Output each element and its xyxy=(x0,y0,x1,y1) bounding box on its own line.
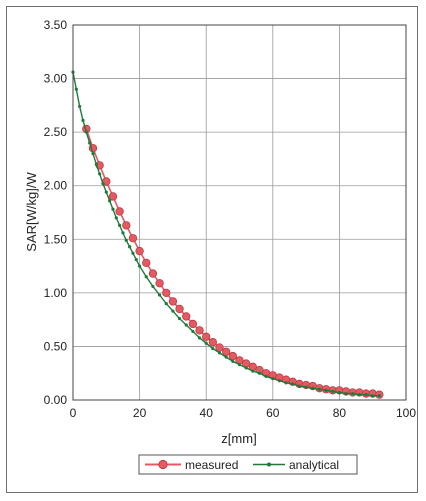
analytical-point xyxy=(285,381,288,384)
x-tick-label: 100 xyxy=(396,406,416,420)
analytical-point xyxy=(91,152,94,155)
analytical-point xyxy=(245,366,248,369)
measured-point xyxy=(202,333,210,341)
analytical-point xyxy=(218,351,221,354)
measured-point xyxy=(209,338,217,346)
measured-point xyxy=(176,305,184,313)
measured-point xyxy=(156,279,164,287)
measured-point xyxy=(189,320,197,328)
analytical-point xyxy=(138,264,141,267)
analytical-point xyxy=(358,393,361,396)
analytical-point xyxy=(131,252,134,255)
analytical-point xyxy=(271,377,274,380)
measured-point xyxy=(169,298,177,306)
analytical-point xyxy=(185,323,188,326)
analytical-point xyxy=(305,386,308,389)
analytical-point xyxy=(95,163,98,166)
analytical-point xyxy=(291,382,294,385)
y-tick-labels: 0.00 0.50 1.00 1.50 2.00 2.50 3.00 3.50 xyxy=(44,18,68,407)
legend: measured analytical xyxy=(139,455,357,474)
analytical-point xyxy=(211,347,214,350)
legend-marker-measured xyxy=(159,460,167,468)
measured-point xyxy=(222,348,230,356)
y-tick-label: 2.00 xyxy=(44,179,68,193)
x-tick-label: 20 xyxy=(133,406,147,420)
x-tick-label: 40 xyxy=(200,406,214,420)
analytical-point xyxy=(205,342,208,345)
legend-marker-analytical xyxy=(267,463,271,467)
analytical-point xyxy=(125,239,128,242)
measured-point xyxy=(216,344,224,352)
x-tick-label: 60 xyxy=(266,406,280,420)
x-tick-label: 80 xyxy=(333,406,347,420)
analytical-point xyxy=(278,379,281,382)
analytical-point xyxy=(318,388,321,391)
analytical-point xyxy=(81,119,84,122)
analytical-point xyxy=(135,258,138,261)
y-tick-label: 2.50 xyxy=(44,125,68,139)
analytical-point xyxy=(151,285,154,288)
analytical-point xyxy=(298,384,301,387)
analytical-point xyxy=(85,131,88,134)
measured-point xyxy=(142,259,150,267)
y-axis-label: SAR[W/kg]/W xyxy=(24,172,39,252)
analytical-point xyxy=(364,393,367,396)
y-tick-label: 1.50 xyxy=(44,232,68,246)
analytical-point xyxy=(344,392,347,395)
analytical-point xyxy=(331,390,334,393)
analytical-point xyxy=(191,330,194,333)
analytical-point xyxy=(128,245,131,248)
analytical-point xyxy=(78,105,81,108)
analytical-point xyxy=(251,369,254,372)
measured-point xyxy=(149,270,157,278)
y-tick-label: 3.00 xyxy=(44,72,68,86)
analytical-point xyxy=(105,191,108,194)
analytical-point xyxy=(108,199,111,202)
analytical-point xyxy=(165,302,168,305)
analytical-point xyxy=(371,394,374,397)
analytical-point xyxy=(311,387,314,390)
analytical-point xyxy=(88,141,91,144)
analytical-point xyxy=(231,360,234,363)
measured-point xyxy=(182,313,190,321)
y-tick-label: 1.00 xyxy=(44,286,68,300)
measured-point xyxy=(129,234,137,242)
analytical-point xyxy=(258,372,261,375)
y-tick-label: 0.50 xyxy=(44,339,68,353)
measured-point xyxy=(109,193,117,201)
analytical-point xyxy=(338,391,341,394)
analytical-point xyxy=(75,88,78,91)
analytical-point xyxy=(98,172,101,175)
analytical-point xyxy=(238,363,241,366)
x-tick-labels: 0 20 40 60 80 100 xyxy=(70,406,417,420)
legend-label-measured: measured xyxy=(185,458,238,472)
analytical-point xyxy=(198,336,201,339)
y-tick-label: 0.00 xyxy=(44,393,68,407)
measured-point xyxy=(122,222,130,230)
analytical-point xyxy=(118,224,121,227)
measured-point xyxy=(116,208,124,216)
analytical-point xyxy=(265,375,268,378)
legend-label-analytical: analytical xyxy=(289,458,339,472)
analytical-point xyxy=(115,216,118,219)
analytical-point xyxy=(171,309,174,312)
analytical-point xyxy=(351,392,354,395)
x-tick-label: 0 xyxy=(70,406,77,420)
x-axis-label: z[mm] xyxy=(221,431,256,446)
analytical-point xyxy=(378,394,381,397)
measured-point xyxy=(196,327,204,335)
analytical-point xyxy=(101,182,104,185)
analytical-point xyxy=(121,231,124,234)
analytical-point xyxy=(111,208,114,211)
measured-point xyxy=(136,247,144,255)
y-tick-label: 3.50 xyxy=(44,18,68,32)
measured-point xyxy=(162,289,170,297)
analytical-point xyxy=(145,275,148,278)
measured-point xyxy=(229,352,237,360)
analytical-point xyxy=(158,293,161,296)
analytical-point xyxy=(178,317,181,320)
analytical-point xyxy=(225,356,228,359)
analytical-point xyxy=(324,389,327,392)
